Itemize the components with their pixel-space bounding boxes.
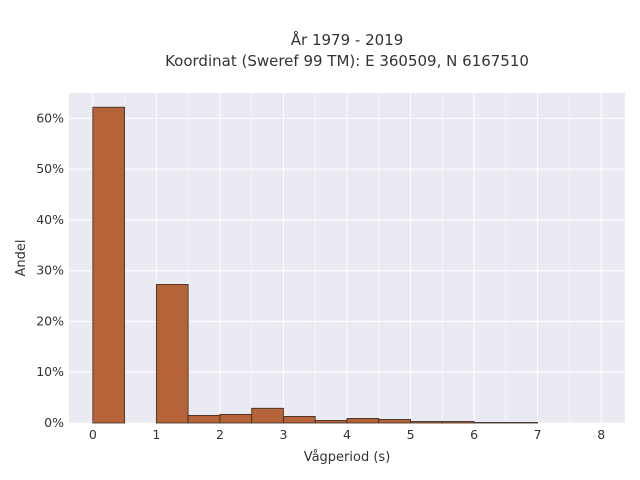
y-tick-label: 10% [36, 364, 64, 379]
histogram-bar [314, 420, 348, 424]
grid-lines [69, 93, 625, 424]
bars [92, 106, 539, 424]
chart-title-line2: Koordinat (Sweref 99 TM): E 360509, N 61… [165, 52, 529, 70]
x-axis-ticks: 0 1 2 3 4 5 6 7 8 [89, 427, 605, 442]
y-tick-label: 20% [36, 313, 64, 328]
x-tick-label: 6 [470, 427, 478, 442]
histogram-bar [505, 422, 539, 424]
histogram-bar [441, 421, 475, 424]
x-tick-label: 7 [534, 427, 542, 442]
histogram-bar [92, 106, 126, 424]
histogram-bar [378, 419, 411, 424]
y-axis-ticks: 0% 10% 20% 30% 40% 50% 60% [36, 110, 64, 430]
y-axis-label: Andel [14, 240, 29, 277]
histogram-bar [410, 421, 443, 424]
x-tick-label: 4 [343, 427, 351, 442]
x-tick-label: 8 [597, 427, 605, 442]
y-tick-label: 40% [36, 212, 64, 227]
y-tick-label: 0% [44, 415, 64, 430]
x-tick-label: 3 [279, 427, 287, 442]
x-tick-label: 0 [89, 427, 97, 442]
y-tick-label: 30% [36, 263, 64, 278]
x-tick-label: 5 [407, 427, 415, 442]
histogram-bar [283, 415, 316, 424]
histogram-bar [187, 414, 221, 424]
y-tick-label: 60% [36, 110, 64, 125]
x-tick-label: 1 [152, 427, 160, 442]
chart-title-line1: År 1979 - 2019 [291, 30, 404, 49]
x-axis-label: Vågperiod (s) [304, 450, 391, 465]
histogram-bar [251, 407, 284, 424]
histogram-bar [155, 283, 189, 424]
y-tick-label: 50% [36, 161, 64, 176]
histogram-bar [346, 418, 380, 424]
histogram-bar [473, 422, 507, 424]
histogram-bar [219, 413, 253, 424]
x-tick-label: 2 [216, 427, 224, 442]
